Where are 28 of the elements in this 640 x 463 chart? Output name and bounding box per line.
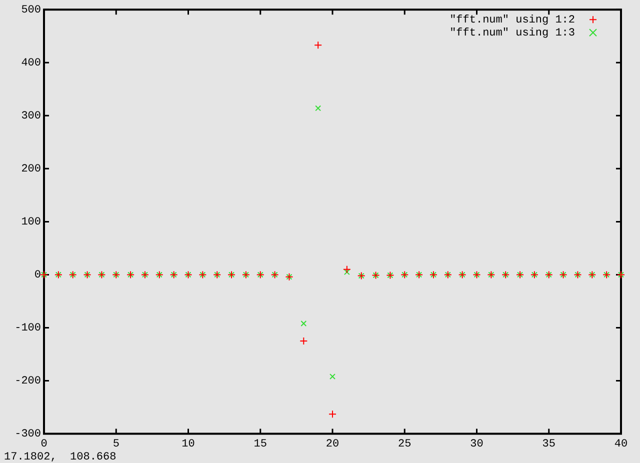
- y-tick-label: -200: [14, 376, 41, 388]
- x-tick-label: 20: [326, 438, 340, 450]
- point: [342, 265, 351, 274]
- point: [344, 269, 350, 276]
- point: [314, 41, 322, 50]
- y-tick-label: 0: [34, 270, 41, 282]
- y-tick-label: 200: [21, 164, 41, 176]
- y-tick-label: -100: [14, 322, 41, 335]
- y-tick-label: 500: [21, 4, 41, 17]
- x-tick-label: 5: [112, 438, 120, 450]
- x-tick-label: 35: [542, 438, 556, 450]
- x-tick-label: 40: [614, 438, 628, 450]
- point: [328, 410, 336, 418]
- x-tick-label: 30: [470, 438, 484, 450]
- x-tick-label: 10: [182, 438, 195, 450]
- legend-label: "fft.num" using 1:3: [450, 28, 575, 40]
- x-tick-label: 25: [398, 438, 412, 450]
- y-tick-label: 400: [21, 58, 41, 70]
- point: [330, 374, 336, 380]
- y-tick-label: 300: [21, 110, 41, 123]
- legend-label: "fft.num" using 1:2: [450, 14, 575, 27]
- point: [315, 105, 322, 112]
- point: [300, 320, 307, 326]
- y-tick-label: 100: [21, 216, 41, 229]
- point: [300, 337, 308, 346]
- text: 17.1802, 108.668: [4, 451, 116, 463]
- x-tick-label: 15: [254, 438, 267, 450]
- y-tick-label: -300: [14, 428, 41, 441]
